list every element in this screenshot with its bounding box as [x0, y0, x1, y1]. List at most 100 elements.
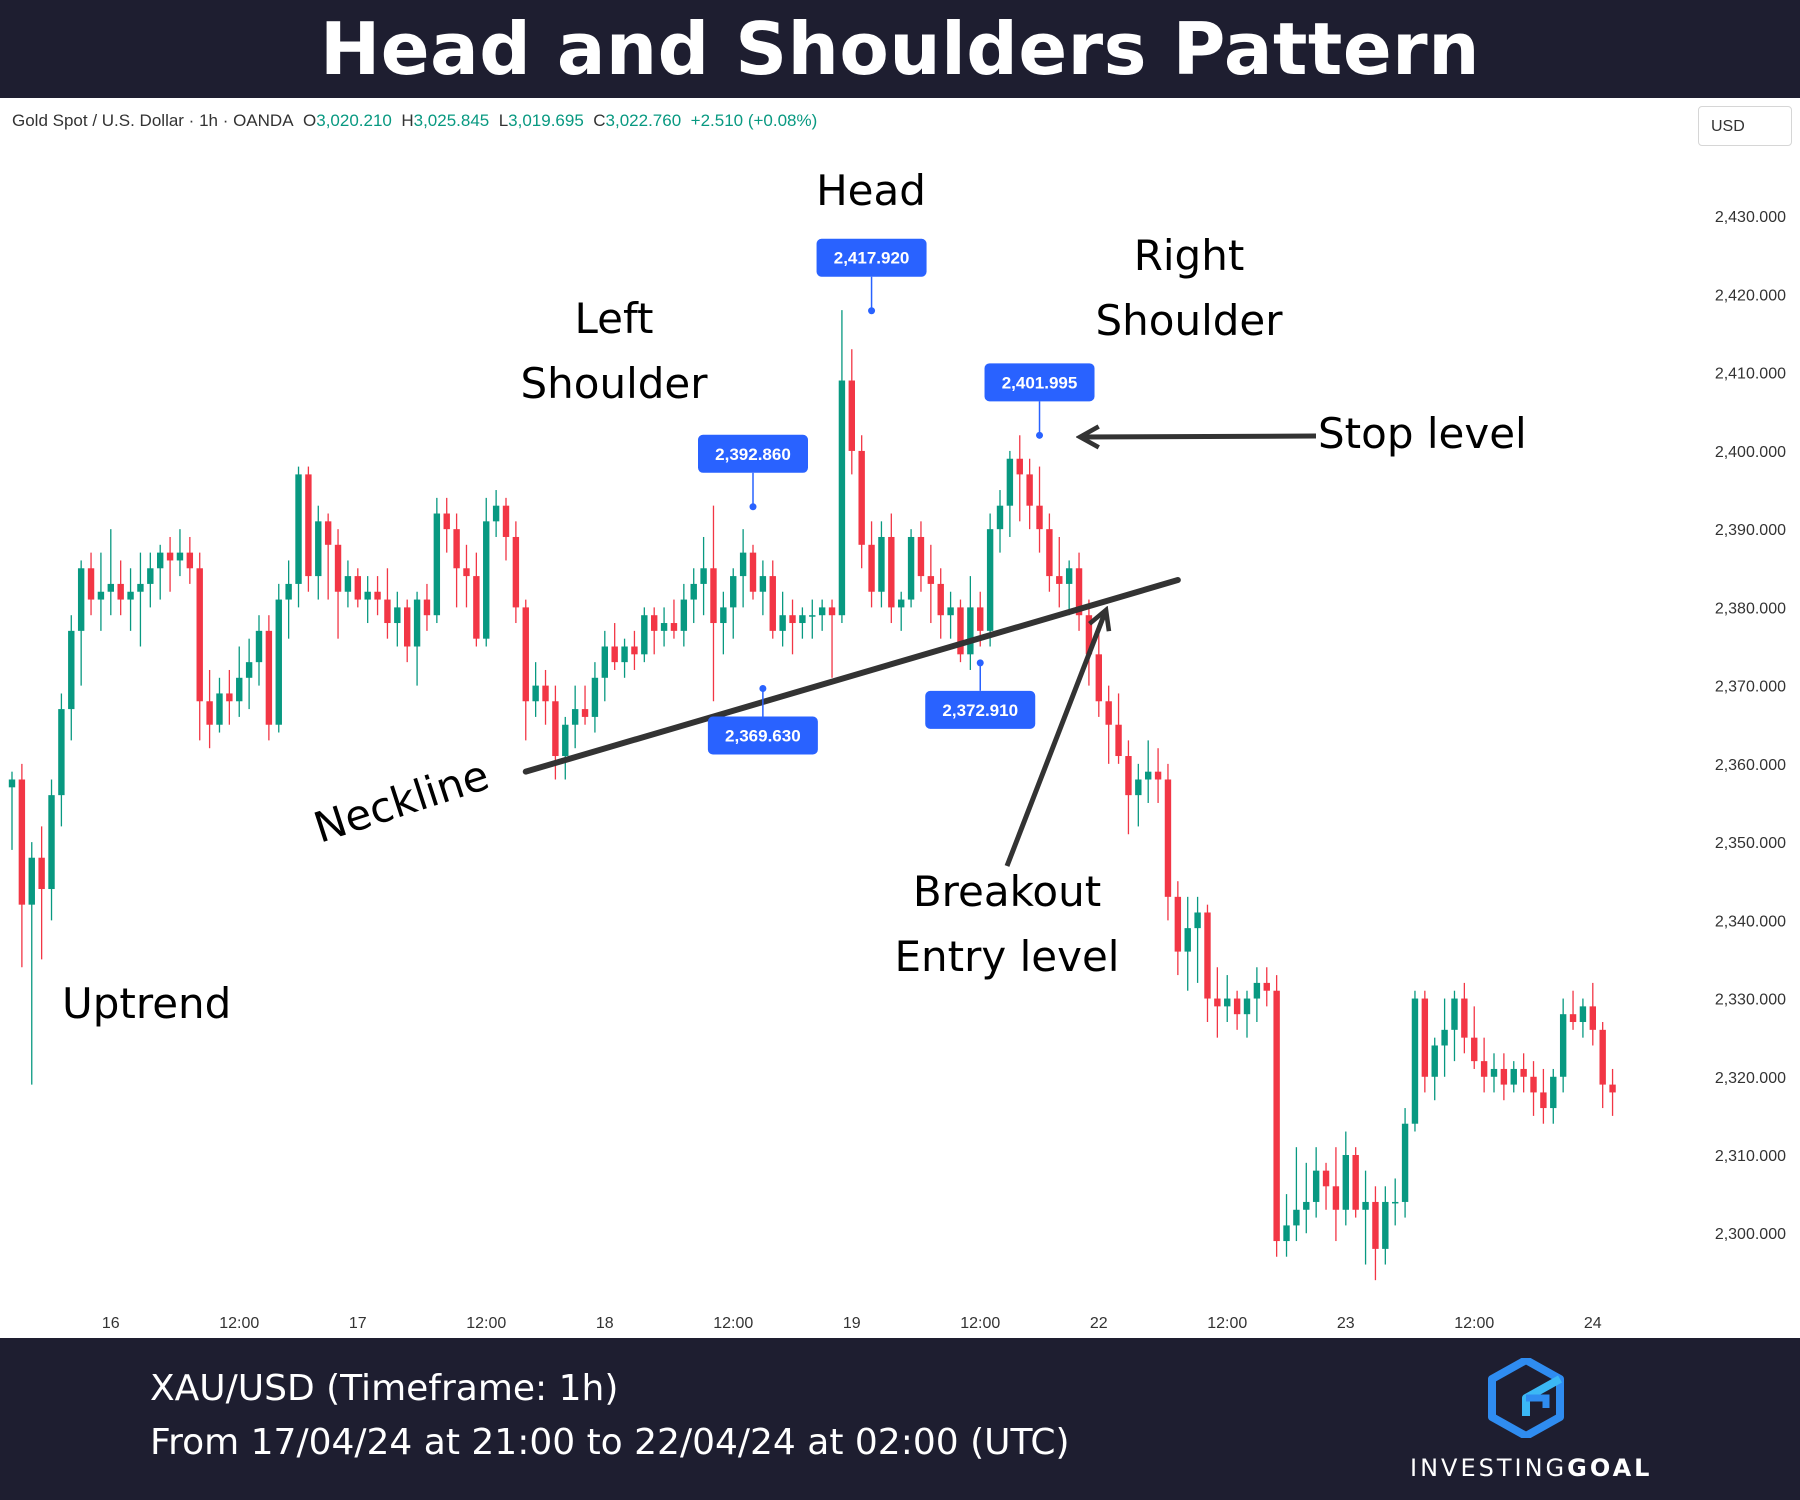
- candle-body: [1510, 1068, 1517, 1085]
- price-label-dot: [976, 659, 984, 667]
- candle: [1411, 990, 1419, 1132]
- candle-body: [473, 576, 480, 639]
- candle: [107, 529, 114, 616]
- candle: [364, 576, 371, 624]
- open-value: 3,020.210: [316, 111, 392, 130]
- x-tick-label: 24: [1584, 1315, 1602, 1332]
- candle: [670, 599, 678, 639]
- candle: [1243, 990, 1251, 1038]
- candle-body: [907, 536, 915, 600]
- price-label-text: 2,372.910: [942, 701, 1018, 720]
- candle-body: [1164, 779, 1172, 897]
- candle: [937, 568, 944, 639]
- candle-body: [1095, 654, 1102, 702]
- price-label-box: [984, 363, 1095, 402]
- candle: [1115, 693, 1122, 764]
- candle-body: [196, 568, 203, 702]
- candle-body: [58, 709, 65, 796]
- candle: [354, 568, 361, 608]
- candle-body: [532, 685, 539, 702]
- candle-body: [1589, 1006, 1596, 1030]
- candle-body: [977, 607, 984, 631]
- candle-body: [1342, 1155, 1349, 1210]
- candle: [18, 763, 26, 968]
- candle-body: [1115, 724, 1122, 757]
- y-tick-label: 2,320.000: [1715, 1070, 1786, 1087]
- candle: [917, 521, 925, 592]
- candlestick-chart: 2,430.000 2,420.000 2,410.000 2,400.000 2,39…: [8, 166, 1786, 1332]
- candle: [1233, 990, 1241, 1030]
- candle-body: [295, 474, 302, 584]
- candle-body: [423, 599, 431, 616]
- candle: [986, 513, 994, 647]
- price-label-text: 2,401.995: [1002, 373, 1078, 392]
- candle-body: [1293, 1209, 1300, 1226]
- candle-body: [1006, 458, 1014, 506]
- candle: [581, 685, 589, 725]
- candle: [87, 552, 95, 616]
- candle: [611, 623, 618, 670]
- candle: [502, 497, 510, 561]
- open-label: O: [303, 111, 317, 130]
- currency-button[interactable]: USD: [1698, 106, 1792, 146]
- candle-body: [591, 677, 599, 717]
- candle: [759, 560, 767, 616]
- candle: [1293, 1147, 1300, 1242]
- candle-body: [888, 536, 895, 608]
- candle: [97, 552, 105, 631]
- price-label-dot: [749, 503, 757, 511]
- candle: [8, 771, 16, 850]
- candle: [68, 615, 75, 741]
- candle-body: [344, 576, 352, 592]
- y-tick-label: 2,370.000: [1715, 679, 1786, 696]
- candle-body: [255, 630, 263, 663]
- y-tick-label: 2,420.000: [1715, 287, 1786, 304]
- candle: [384, 568, 391, 639]
- candle-body: [1243, 998, 1251, 1015]
- candle-body: [1105, 701, 1112, 725]
- footer: XAU/USD (Timeframe: 1h) From 17/04/24 at…: [0, 1338, 1800, 1500]
- price-label-box: [707, 716, 818, 755]
- candle: [206, 669, 213, 749]
- candle-body: [1559, 1014, 1567, 1077]
- y-tick-label: 2,330.000: [1715, 992, 1786, 1009]
- candle-body: [779, 615, 786, 631]
- candle: [1016, 435, 1023, 522]
- candle: [641, 607, 648, 663]
- candle: [1204, 904, 1211, 1023]
- candle-body: [581, 709, 589, 717]
- candle-body: [769, 576, 776, 631]
- candle-body: [571, 709, 579, 725]
- candle-body: [641, 615, 648, 655]
- candle: [285, 560, 292, 639]
- candle-body: [1421, 998, 1429, 1077]
- candle: [1273, 975, 1280, 1257]
- candle: [1550, 1068, 1557, 1124]
- candle-body: [621, 646, 628, 663]
- candle-body: [1154, 771, 1162, 780]
- candle-body: [1372, 1201, 1379, 1249]
- candle-body: [97, 591, 105, 600]
- candle-body: [1352, 1155, 1359, 1210]
- high-value: 3,025.845: [413, 111, 490, 130]
- price-label-text: 2,369.630: [725, 727, 801, 746]
- candle-body: [996, 505, 1004, 530]
- footer-instrument: XAU/USD (Timeframe: 1h): [150, 1368, 619, 1409]
- logo-text-bold: GOAL: [1567, 1454, 1653, 1482]
- candle-body: [147, 568, 154, 584]
- candle: [1075, 552, 1083, 631]
- y-tick-label: 2,340.000: [1715, 913, 1786, 930]
- candle-body: [107, 583, 114, 592]
- candle: [1471, 1006, 1478, 1069]
- candle: [48, 779, 55, 921]
- candle: [888, 513, 895, 624]
- candle-body: [1609, 1084, 1616, 1093]
- x-tick-label: 17: [349, 1315, 367, 1332]
- candle: [700, 536, 707, 616]
- candle-body: [1283, 1225, 1290, 1242]
- candle-body: [117, 583, 124, 600]
- candle-body: [137, 583, 144, 592]
- candle-body: [898, 599, 905, 608]
- annotation-right-shoulder-2: Shoulder: [1095, 296, 1283, 345]
- x-tick-label: 18: [596, 1315, 614, 1332]
